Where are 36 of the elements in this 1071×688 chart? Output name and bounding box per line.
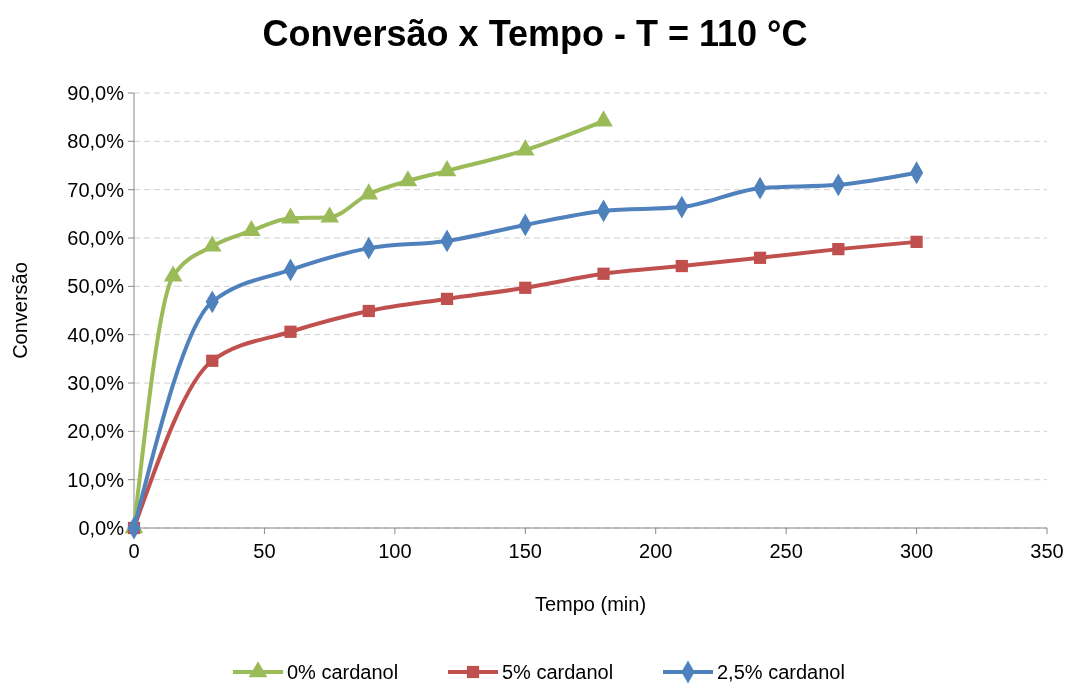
y-tick-label: 70,0% <box>67 178 125 201</box>
y-tick-label: 20,0% <box>67 420 125 443</box>
y-tick-label: 80,0% <box>67 130 125 153</box>
legend-label: 5% cardanol <box>502 661 614 683</box>
point <box>597 267 610 280</box>
x-tick-label: 50 <box>253 540 276 562</box>
y-tick-label: 90,0% <box>67 82 125 104</box>
y-tick-label: 10,0% <box>67 468 125 491</box>
y-tick-label: 0,0% <box>78 517 125 539</box>
x-tick-label: 150 <box>508 540 542 562</box>
point <box>753 251 767 264</box>
x-tick-label: 100 <box>378 540 412 562</box>
y-tick-label: 30,0% <box>67 372 125 394</box>
legend-label: 2,5% cardanol <box>717 661 845 683</box>
point <box>440 292 454 306</box>
point <box>437 160 457 177</box>
point <box>910 235 923 248</box>
point <box>284 325 297 338</box>
point <box>675 259 688 273</box>
legend-label: 0% cardanol <box>287 661 399 683</box>
point <box>362 304 375 318</box>
x-tick-label: 300 <box>899 540 934 562</box>
x-tick-label: 0 <box>128 540 140 562</box>
y-tick-label: 60,0% <box>67 227 125 249</box>
y-axis-title: Conversão <box>9 262 31 359</box>
x-tick-label: 250 <box>769 540 803 562</box>
point <box>832 242 845 256</box>
point <box>206 354 219 367</box>
point <box>519 281 532 294</box>
chart-title: Conversão x Tempo - T = 110 °C <box>262 13 808 54</box>
x-tick-label: 200 <box>639 540 673 562</box>
y-tick-label: 40,0% <box>67 323 125 346</box>
x-axis-title: Tempo (min) <box>534 593 647 615</box>
point <box>242 220 261 237</box>
x-tick-label: 350 <box>1030 540 1064 562</box>
y-tick-label: 50,0% <box>67 275 125 298</box>
